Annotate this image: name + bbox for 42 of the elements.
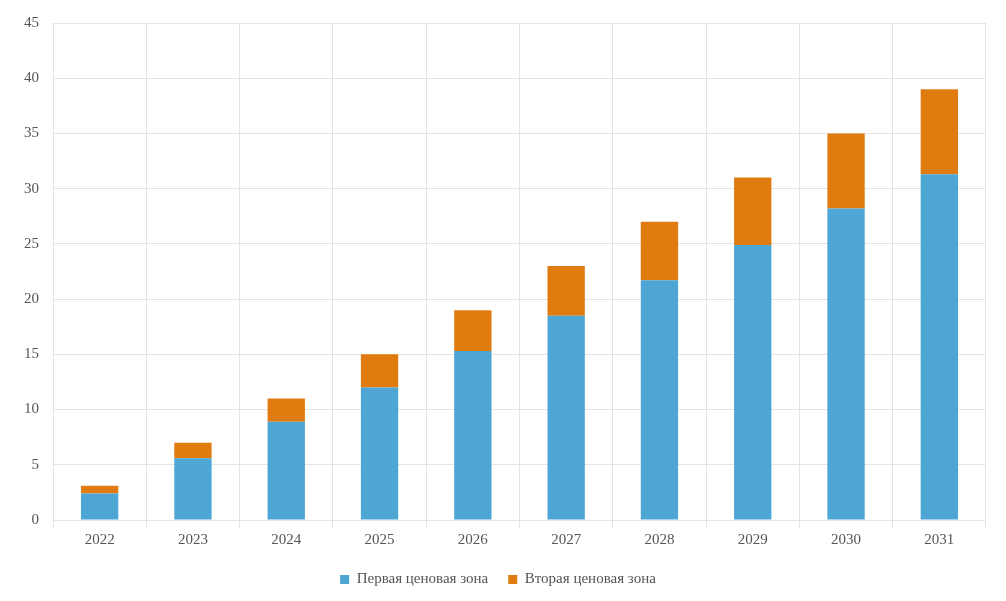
- y-tick-label: 15: [24, 345, 39, 362]
- bar: [547, 315, 585, 520]
- y-tick-label: 25: [24, 234, 39, 251]
- bar: [360, 387, 399, 520]
- bar: [640, 280, 679, 520]
- bar: [267, 398, 305, 422]
- legend-label: Первая ценовая зона: [356, 570, 489, 587]
- bar: [827, 208, 865, 520]
- x-tick-label: 2030: [831, 530, 862, 547]
- y-tick-label: 45: [24, 13, 39, 30]
- bar: [80, 493, 119, 520]
- bar: [174, 442, 212, 459]
- bar: [920, 174, 959, 520]
- x-tick-label: 2027: [551, 530, 582, 547]
- x-tick-label: 2025: [364, 530, 395, 547]
- bar: [734, 244, 772, 520]
- bar: [80, 485, 119, 494]
- bar: [640, 221, 679, 281]
- bar: [267, 421, 305, 520]
- x-tick-label: 2024: [271, 530, 302, 547]
- y-tick-label: 10: [24, 400, 39, 417]
- y-tick-label: 5: [31, 455, 39, 472]
- y-tick-label: 35: [24, 124, 39, 141]
- x-tick-label: 2031: [924, 530, 955, 547]
- bar: [547, 265, 585, 316]
- bar: [454, 351, 492, 520]
- y-tick-label: 40: [24, 69, 39, 86]
- bar: [734, 177, 772, 245]
- x-tick-label: 2028: [644, 530, 675, 547]
- legend-label: Вторая ценовая зона: [524, 570, 657, 587]
- y-tick-label: 30: [24, 179, 39, 196]
- x-tick-label: 2026: [457, 530, 489, 547]
- y-tick-label: 0: [31, 510, 39, 527]
- x-tick-label: 2029: [737, 530, 768, 547]
- x-tick-label: 2022: [84, 530, 115, 547]
- bar: [920, 89, 959, 175]
- bar: [827, 133, 865, 209]
- bar: [360, 354, 399, 388]
- bar: [174, 458, 212, 520]
- y-tick-label: 20: [24, 290, 39, 307]
- x-tick-label: 2023: [177, 530, 208, 547]
- bar: [454, 310, 492, 352]
